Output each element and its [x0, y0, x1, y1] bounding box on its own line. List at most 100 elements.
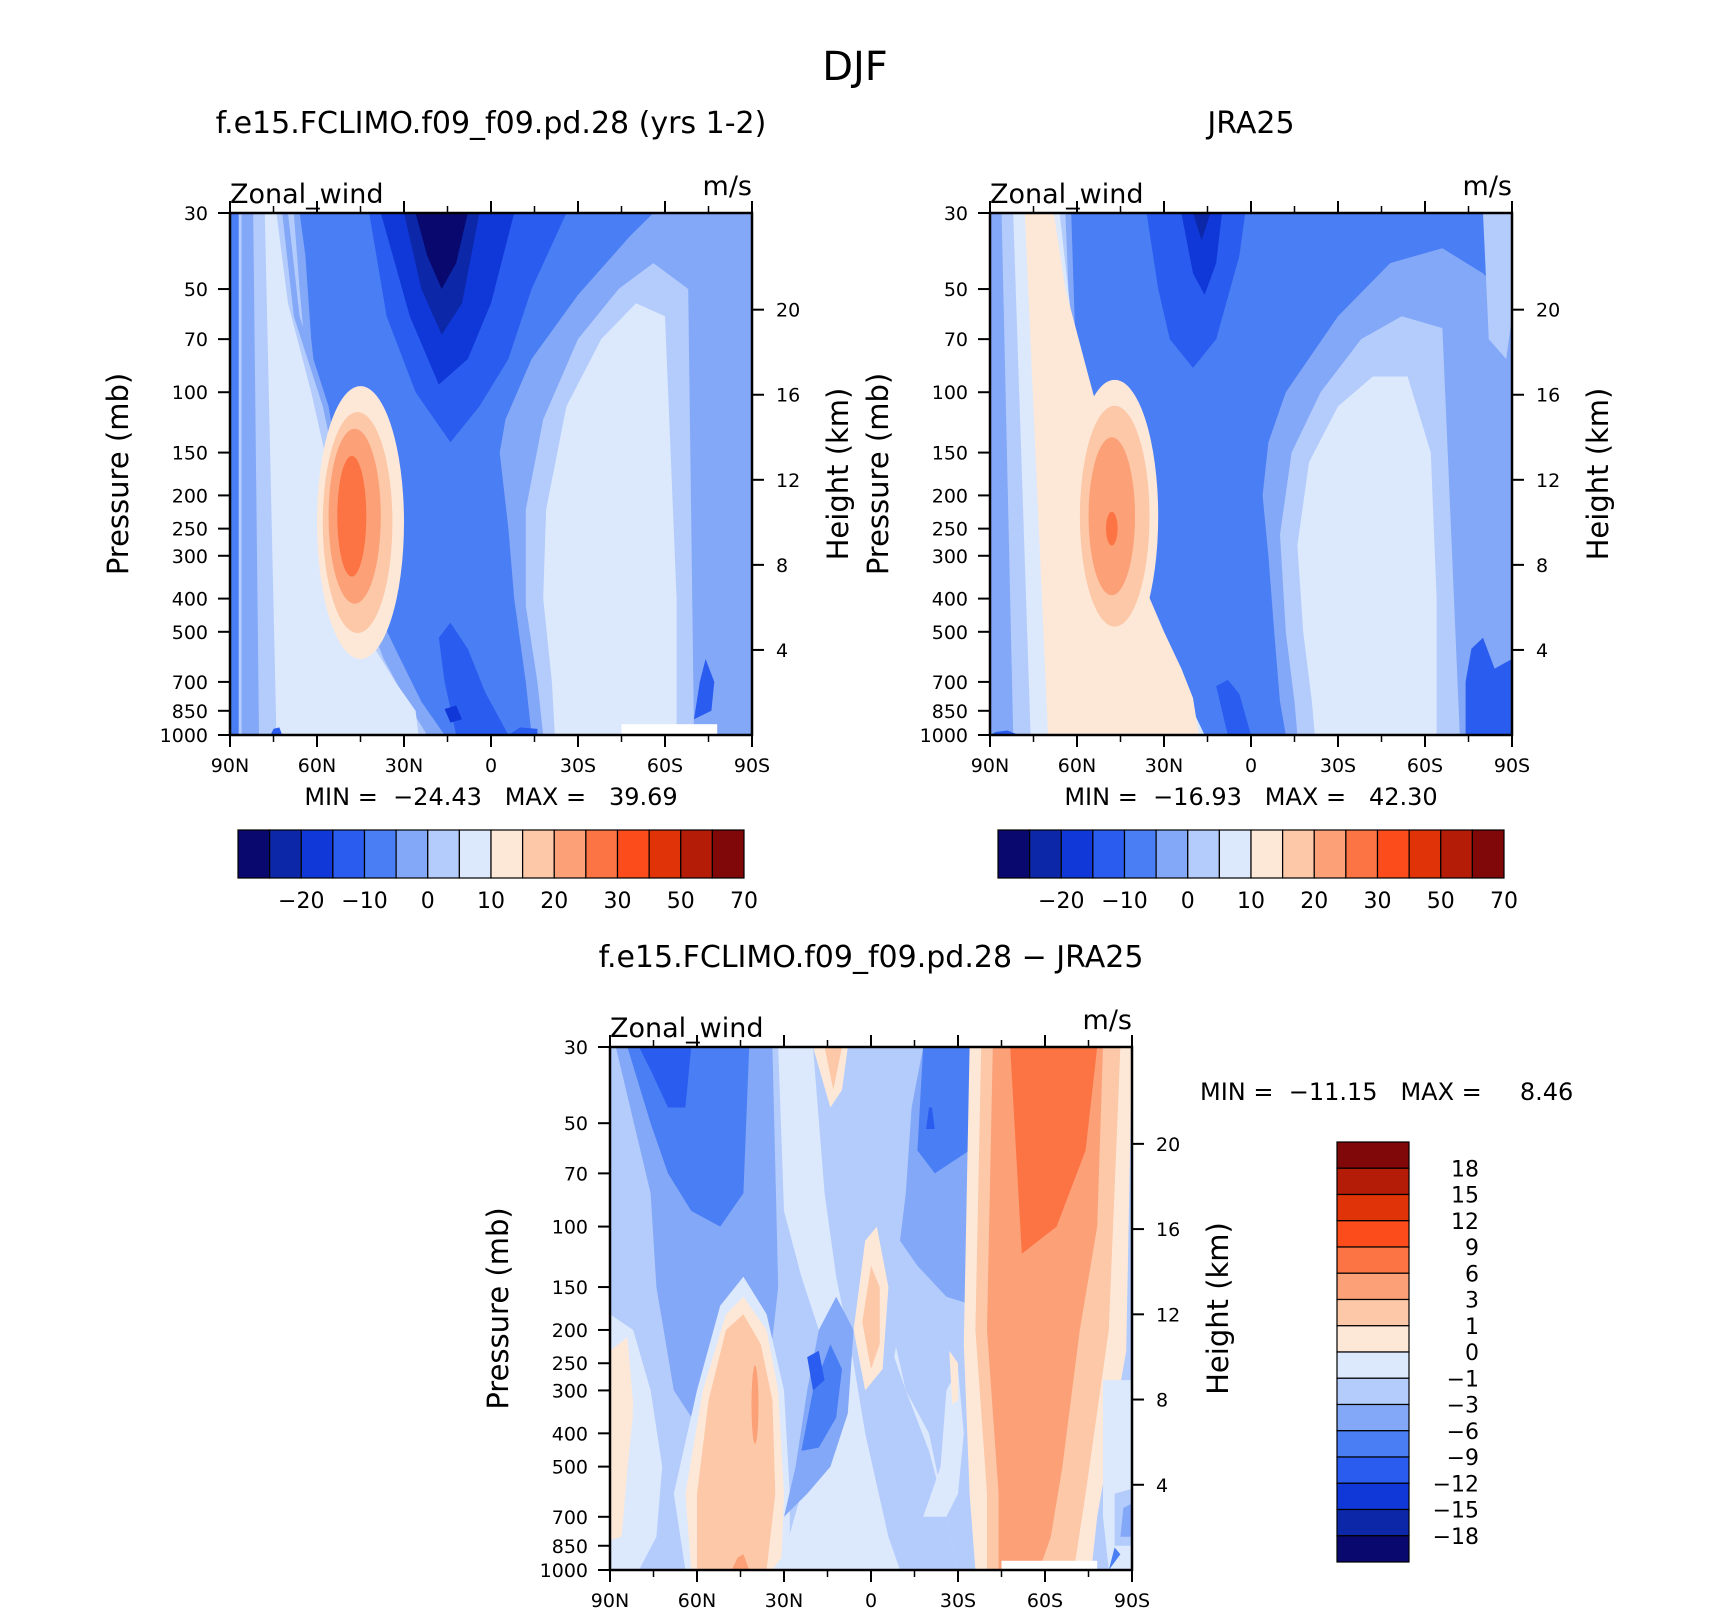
missing-data-mask — [1001, 1560, 1098, 1570]
colorbar-swatch — [1155, 829, 1189, 879]
contour-region — [1465, 637, 1512, 735]
colorbar-label: 30 — [1364, 889, 1392, 914]
colorbar-label: −1 — [1447, 1367, 1479, 1392]
x-tick-label: 90S — [1114, 1590, 1150, 1611]
panel-difference: f.e15.FCLIMO.f09_f09.pd.28 − JRA25 Zonal_… — [481, 940, 1573, 1611]
x-tick-label: 30S — [940, 1590, 976, 1611]
y-tick-label: 400 — [932, 589, 968, 611]
x-tick-label: 60N — [1058, 755, 1096, 777]
colorbar-swatch — [553, 829, 587, 879]
units-label: m/s — [1463, 171, 1512, 202]
contour-region — [444, 705, 462, 723]
y-tick-label: 70 — [944, 329, 968, 351]
y-tick-label: 200 — [172, 485, 208, 507]
colorbar-label: 12 — [1451, 1210, 1479, 1235]
contour-region — [1181, 213, 1222, 295]
colorbar-swatch — [1336, 1246, 1410, 1274]
colorbar-label: −9 — [1447, 1446, 1479, 1471]
colorbar-swatch — [1336, 1193, 1410, 1222]
colorbar-swatch — [427, 829, 460, 879]
contour-region — [807, 1350, 825, 1391]
colorbar-label: 70 — [1490, 889, 1518, 914]
colorbar-label: 20 — [1300, 889, 1328, 914]
x-tick-label: 90N — [591, 1590, 629, 1611]
x-tick-label: 60S — [1027, 1590, 1063, 1611]
y-tick-label: 150 — [932, 443, 968, 465]
y-tick-label: 500 — [552, 1457, 588, 1479]
contour-region — [813, 1047, 848, 1108]
y-tick-label: 50 — [944, 279, 968, 301]
colorbar-swatch — [1336, 1456, 1410, 1484]
contour-region — [1483, 213, 1512, 359]
y-tick-label: 250 — [172, 519, 208, 541]
colorbar-swatch — [1060, 829, 1094, 879]
colorbar-swatch — [711, 829, 745, 879]
colorbar-swatch — [1313, 829, 1347, 879]
y2-tick-label: 8 — [1156, 1390, 1168, 1412]
colorbar-swatch — [1029, 829, 1062, 879]
colorbar-label: 10 — [477, 889, 505, 914]
units-label: m/s — [703, 171, 752, 202]
colorbar-swatch — [1336, 1325, 1410, 1353]
colorbar-label: 18 — [1451, 1157, 1479, 1182]
y2-tick-label: 12 — [776, 470, 800, 492]
y-tick-label: 700 — [932, 672, 968, 694]
colorbar-label: 10 — [1237, 889, 1265, 914]
y-axis-title: Pressure (mb) — [481, 1207, 515, 1409]
colorbar-swatch — [1471, 829, 1505, 879]
contour-region — [337, 455, 367, 577]
missing-data-mask — [621, 724, 718, 735]
contour-region — [543, 303, 677, 735]
y-tick-label: 150 — [552, 1277, 588, 1299]
colorbar-swatch — [300, 829, 334, 879]
colorbar-swatch — [1336, 1220, 1410, 1248]
y2-tick-label: 20 — [1536, 300, 1560, 322]
y2-tick-label: 20 — [1156, 1134, 1180, 1156]
colorbar-swatch — [1187, 829, 1220, 879]
colorbar-swatch — [1336, 1351, 1410, 1379]
y-tick-label: 300 — [552, 1380, 588, 1402]
colorbar-swatch — [1336, 1535, 1410, 1563]
colorbar-label: 0 — [1181, 889, 1195, 914]
contour-region — [731, 1554, 750, 1570]
y-tick-label: 100 — [172, 382, 208, 404]
contour-region — [639, 1047, 692, 1108]
colorbar-label: 30 — [604, 889, 632, 914]
contour-region — [415, 213, 468, 289]
y-axis-title: Pressure (mb) — [101, 373, 135, 575]
y-tick-label: 700 — [172, 672, 208, 694]
y-tick-label: 300 — [932, 546, 968, 568]
y-tick-label: 850 — [172, 701, 208, 723]
colorbar-label: 50 — [1427, 889, 1455, 914]
y-tick-label: 70 — [184, 329, 208, 351]
min-max-stats: MIN = −24.43 MAX = 39.69 — [304, 783, 677, 811]
y-tick-label: 500 — [932, 622, 968, 644]
panel-title: JRA25 — [1205, 106, 1294, 141]
y-tick-label: 100 — [552, 1217, 588, 1239]
contour-region — [264, 213, 419, 735]
y-tick-label: 150 — [172, 443, 208, 465]
y2-tick-label: 16 — [776, 385, 800, 407]
contour-field — [610, 1047, 1132, 1570]
colorbar-swatch — [1250, 829, 1284, 879]
colorbar-swatch — [616, 829, 650, 879]
x-tick-label: 30N — [765, 1590, 803, 1611]
units-label: m/s — [1083, 1005, 1132, 1036]
x-tick-label: 90N — [211, 755, 249, 777]
x-tick-label: 0 — [865, 1590, 877, 1611]
colorbar-swatch — [1336, 1430, 1410, 1458]
colorbar-swatch — [1218, 829, 1252, 879]
x-tick-label: 30N — [1145, 755, 1183, 777]
colorbar-swatch — [269, 829, 302, 879]
contour-region — [1146, 213, 1246, 368]
contour-region — [926, 1107, 935, 1129]
x-tick-label: 90S — [1494, 755, 1530, 777]
colorbar-swatch — [1336, 1377, 1410, 1406]
y-tick-label: 500 — [172, 622, 208, 644]
y-tick-label: 400 — [552, 1423, 588, 1445]
colorbar-label: 6 — [1465, 1262, 1479, 1287]
y-tick-label: 300 — [172, 546, 208, 568]
y2-tick-label: 4 — [1536, 640, 1548, 662]
colorbar-label: −20 — [278, 889, 324, 914]
